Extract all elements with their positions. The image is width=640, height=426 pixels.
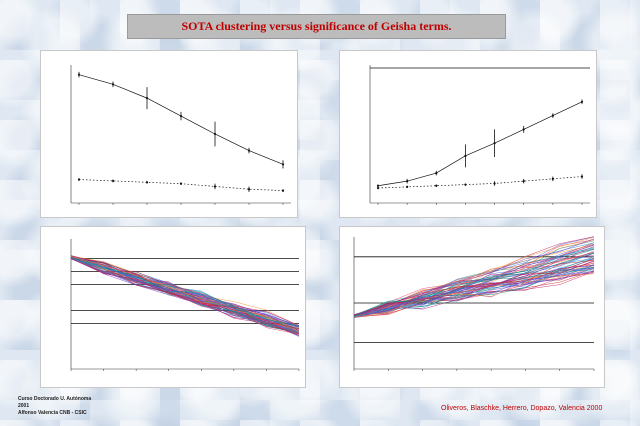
profile-line [353,261,595,318]
profile-line [353,244,595,317]
profile-line [353,257,595,316]
profile-line [70,257,300,334]
profile-line [353,236,595,316]
profile-line [353,237,595,318]
chart-panel-top-left [40,50,298,218]
profile-line [353,252,595,317]
title-banner: SOTA clustering versus significance of G… [127,14,506,39]
profile-line [353,263,595,316]
chart-bottom-left [70,239,300,371]
profile-line [70,258,300,336]
course-info: Curso Doctorado U. Autónoma 2001 Alfonso… [18,396,91,417]
profile-line [70,255,300,329]
profile-line [70,258,300,335]
profile-line [353,245,595,317]
series-line [377,101,583,187]
chart-top-right [369,65,590,205]
course-line-3: Alfonso Valencia CNB - CSIC [18,410,87,416]
profile-line [353,260,595,318]
profile-line [353,273,595,318]
chart-panel-bottom-right [339,226,605,388]
series-line [377,176,583,189]
chart-panel-bottom-left [40,226,306,388]
profile-line [353,258,595,317]
profile-line [353,254,595,316]
profile-line [353,266,595,317]
authors-credit: Oliveros, Blaschke, Herrero, Dopazo, Val… [441,405,603,412]
course-line-2: 2001 [18,403,30,409]
profile-line [353,270,595,315]
profile-line [353,246,595,317]
chart-top-left [70,65,291,205]
course-line-1: Curso Doctorado U. Autónoma [18,396,92,402]
profile-line [353,249,595,317]
profile-line [70,258,300,326]
page-title: SOTA clustering versus significance of G… [181,19,452,33]
profile-line [70,256,300,333]
chart-panel-top-right [339,50,597,218]
chart-bottom-right [353,236,595,371]
profile-line [70,257,300,327]
